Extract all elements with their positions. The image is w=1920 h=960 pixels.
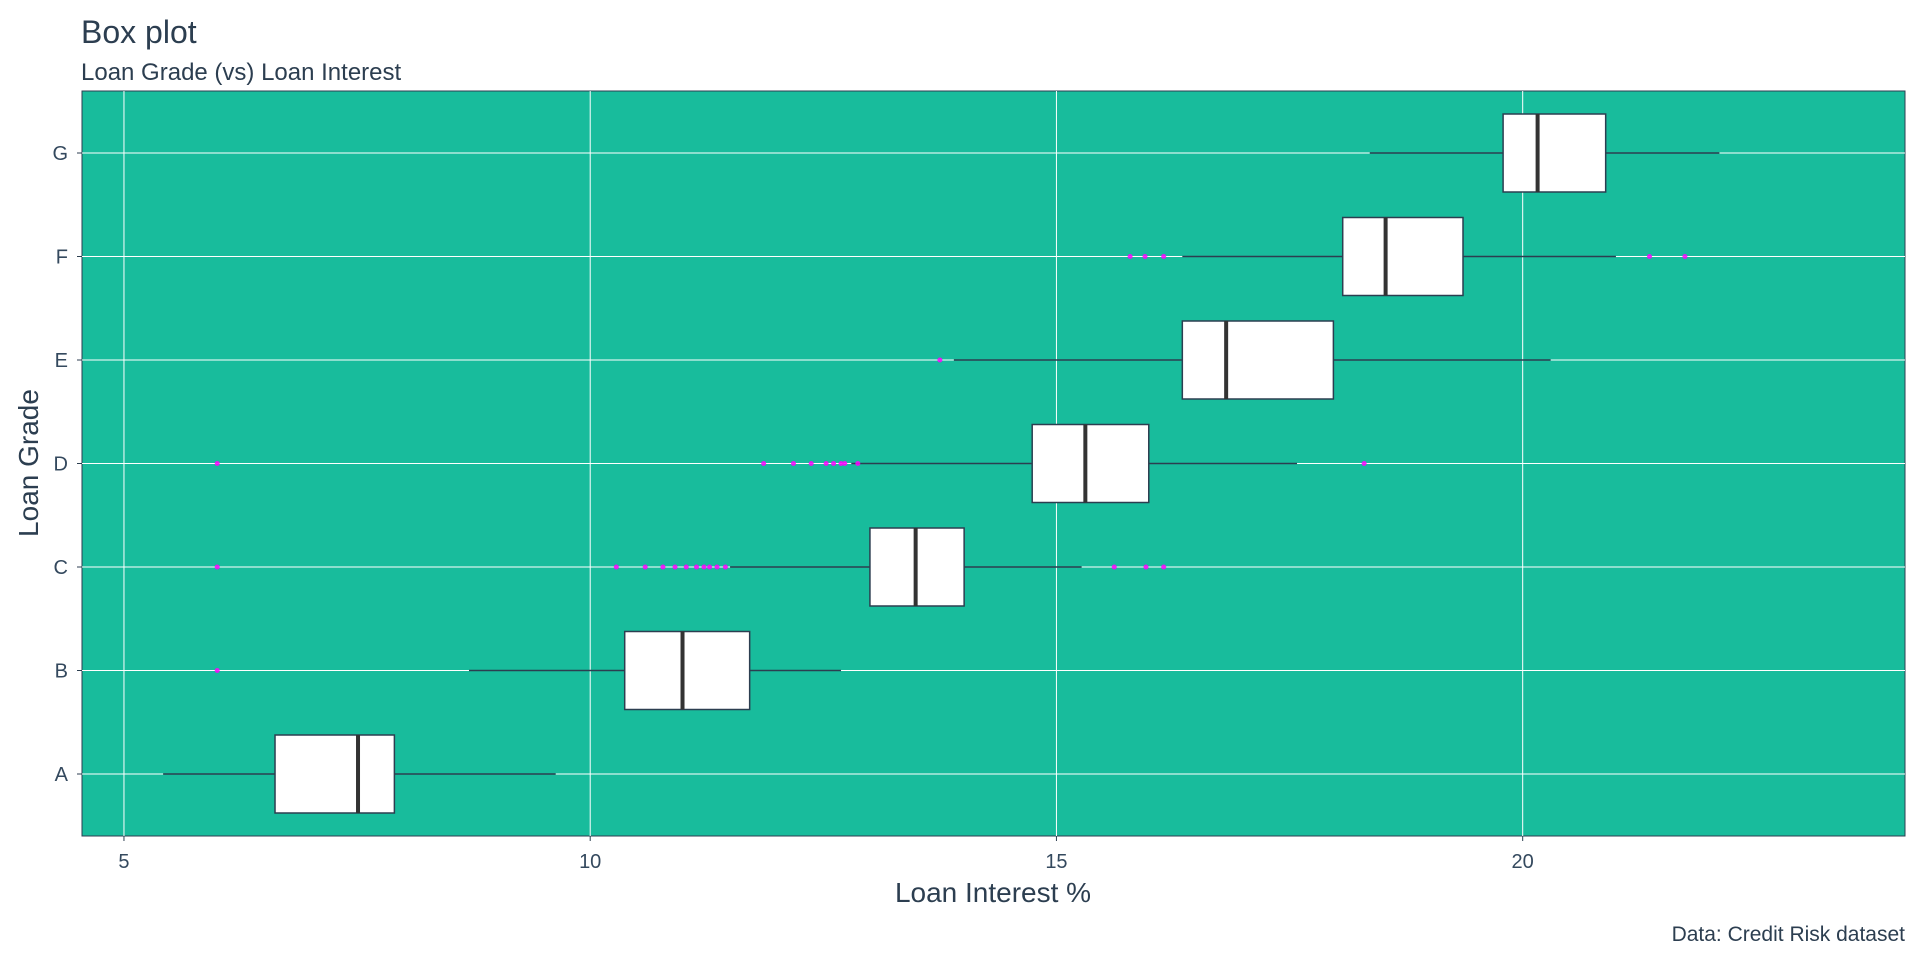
- box-c-outlier: [660, 564, 666, 570]
- y-tick-label: D: [54, 454, 68, 476]
- y-tick-label: E: [55, 350, 68, 372]
- box-c-outlier: [707, 564, 713, 570]
- y-axis-title: Loan Grade: [13, 389, 44, 537]
- box-d-iqr: [1031, 423, 1150, 504]
- box-a-iqr: [274, 734, 396, 814]
- box-e-iqr: [1181, 320, 1335, 400]
- box-c-outlier: [683, 564, 689, 570]
- box-c-outlier: [613, 564, 619, 570]
- box-f-outlier: [1127, 254, 1133, 259]
- box-c-outlier: [722, 564, 728, 570]
- box-c-outlier: [1111, 564, 1117, 570]
- x-axis-title: Loan Interest %: [895, 877, 1091, 908]
- box-d-outlier: [808, 461, 814, 466]
- box-c-outlier: [694, 564, 700, 570]
- chart-caption: Data: Credit Risk dataset: [1672, 923, 1906, 946]
- y-tick-label: B: [55, 661, 68, 683]
- y-tick-label: C: [54, 557, 68, 579]
- box-d-outlier: [790, 461, 796, 466]
- box-b-outlier: [214, 668, 220, 673]
- box-c-outlier: [642, 564, 648, 570]
- box-layer: [274, 113, 1607, 814]
- box-f-outlier: [1647, 254, 1653, 259]
- box-g-iqr: [1502, 113, 1607, 193]
- box-d-outlier: [761, 461, 767, 466]
- box-c-outlier: [672, 564, 678, 570]
- chart-title: Box plot: [81, 14, 197, 50]
- box-c-outlier: [701, 564, 707, 570]
- box-c-outlier: [1143, 564, 1149, 570]
- y-tick-label: F: [56, 247, 68, 269]
- box-d-outlier: [823, 461, 829, 466]
- box-f-outlier: [1161, 254, 1167, 259]
- chart-subtitle: Loan Grade (vs) Loan Interest: [81, 59, 402, 86]
- box-b-iqr: [623, 630, 751, 711]
- y-tick-label: A: [55, 764, 69, 786]
- outlier-layer: [214, 254, 1688, 673]
- x-tick-label: 20: [1512, 851, 1534, 873]
- whisker-layer: [163, 152, 1720, 775]
- box-f-outlier: [1682, 254, 1688, 259]
- box-d-outlier: [831, 461, 837, 466]
- axis-layer: 5 10 15 20 A B C D E F G: [52, 143, 1533, 873]
- box-d-outlier: [838, 461, 844, 466]
- y-tick-label: G: [52, 143, 68, 165]
- box-f-iqr: [1341, 216, 1464, 297]
- x-tick-label: 10: [579, 851, 601, 873]
- box-d-outlier: [855, 461, 861, 466]
- box-d-outlier: [842, 461, 848, 466]
- box-c-outlier: [214, 564, 220, 570]
- box-f-outlier: [1142, 254, 1148, 259]
- x-tick-label: 5: [118, 851, 129, 873]
- box-d-outlier: [1361, 461, 1367, 466]
- box-c-outlier: [1161, 564, 1167, 570]
- x-tick-label: 15: [1045, 851, 1067, 873]
- box-e-outlier: [937, 357, 943, 363]
- box-c-outlier: [714, 564, 720, 570]
- box-d-outlier: [214, 461, 220, 466]
